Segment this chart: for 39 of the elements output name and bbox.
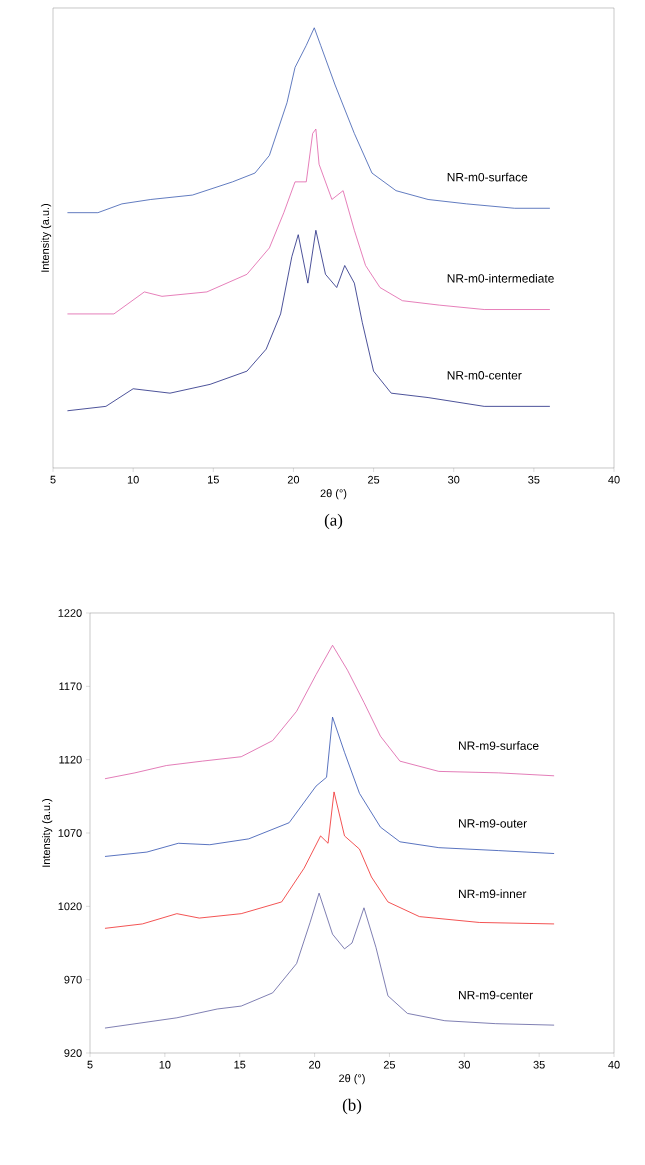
y-tick-label: 1070 — [58, 829, 82, 837]
y-tick-label: 1020 — [58, 902, 82, 911]
series-label: NR-m9-surface — [459, 741, 539, 750]
x-axis-title: 2θ (°) — [339, 1074, 365, 1085]
x-tick-label: 20 — [309, 1060, 321, 1069]
y-tick-label: 970 — [64, 975, 82, 984]
x-axis-title: 2θ (°) — [320, 489, 347, 500]
y-axis-title: Intensity (a.u.) — [42, 798, 53, 867]
x-tick-label: 25 — [368, 475, 380, 484]
x-tick-label: 40 — [608, 475, 620, 484]
x-tick-label: 15 — [208, 475, 219, 484]
y-tick-label: 1120 — [59, 755, 82, 764]
series-label: NR-m9-outer — [459, 819, 527, 828]
x-tick-label: 5 — [87, 1060, 93, 1069]
text: (a) — [324, 513, 343, 530]
series-label: NR-m0-intermediate — [447, 273, 554, 283]
y-tick-label: 1220 — [58, 609, 82, 617]
x-tick-label: 35 — [528, 475, 540, 484]
x-tick-label: 40 — [608, 1060, 620, 1069]
line-series — [104, 716, 555, 857]
series-label: NR-m0-center — [447, 371, 522, 380]
x-tick-label: 10 — [127, 475, 139, 484]
x-tick-label: 10 — [159, 1060, 171, 1069]
line-series — [104, 791, 555, 929]
text: (b) — [342, 1098, 362, 1115]
y-tick-label: 1170 — [59, 682, 82, 691]
line-series — [104, 644, 555, 780]
series-label: NR-m9-inner — [459, 889, 527, 899]
x-tick-label: 25 — [383, 1060, 396, 1069]
series-label: NR-m9-center — [459, 990, 533, 1000]
y-tick-label: 920 — [64, 1049, 82, 1057]
y-axis-title: Intensity (a.u.) — [40, 203, 52, 272]
x-tick-label: 30 — [458, 1060, 470, 1069]
series-label: NR-m0-surface — [447, 172, 528, 182]
x-tick-label: 5 — [50, 475, 56, 484]
x-tick-label: 35 — [533, 1060, 545, 1069]
x-tick-label: 15 — [234, 1060, 246, 1069]
x-tick-label: 20 — [287, 475, 300, 484]
x-tick-label: 30 — [448, 475, 460, 484]
